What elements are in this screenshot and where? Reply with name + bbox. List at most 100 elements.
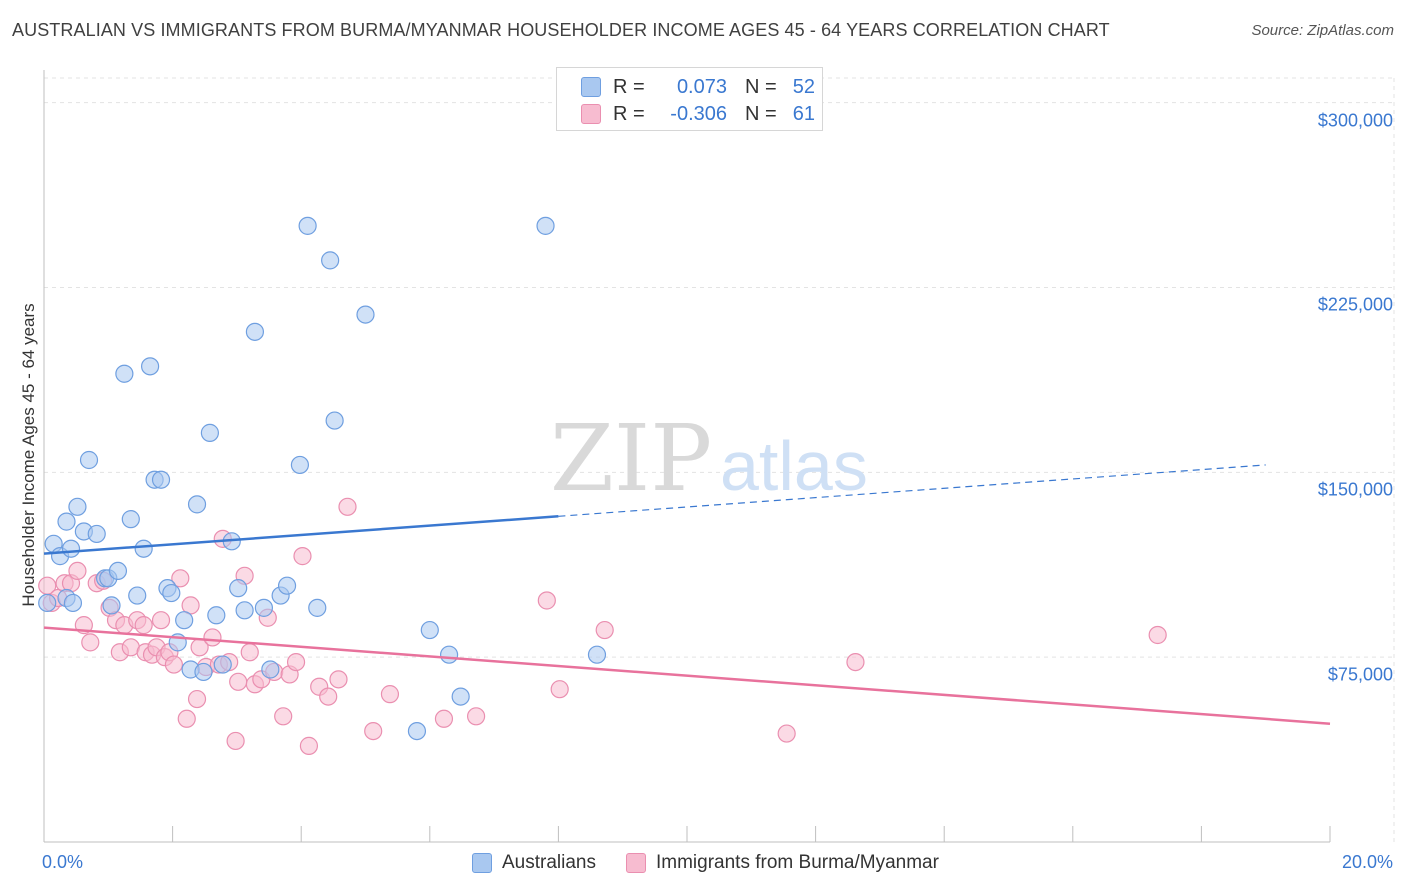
y-tick-label: $225,000 [1317, 294, 1393, 315]
burma-points [38, 497, 1167, 755]
australians-point [128, 586, 147, 605]
axes [43, 70, 1331, 843]
burma-point [187, 689, 207, 709]
burma-point [434, 709, 454, 728]
australians-point [57, 512, 76, 531]
y-tick-label: $300,000 [1317, 110, 1393, 131]
burma-point [164, 655, 183, 674]
watermark-atlas: atlas [720, 427, 868, 505]
burma-point [319, 687, 338, 706]
series-legend: Australians Immigrants from Burma/Myanma… [472, 852, 969, 874]
burma-point [203, 628, 222, 647]
burma-point [329, 670, 348, 689]
legend-item-australians: Australians [472, 852, 596, 874]
burma-point [134, 616, 153, 635]
australians-point [308, 598, 327, 617]
burma-swatch [626, 853, 646, 873]
australians-point [229, 579, 248, 598]
australians-trend-line [43, 515, 559, 555]
n-value: 61 [792, 102, 815, 125]
legend-label-burma: Immigrants from Burma/Myanmar [656, 852, 939, 873]
australians-point [261, 660, 280, 679]
australians-point [536, 216, 555, 235]
australians-point [175, 611, 194, 630]
burma-point [380, 685, 400, 704]
australians-point [151, 470, 171, 489]
legend-row-burma: R = -0.306 N = 61 [581, 101, 815, 127]
australians-point [587, 645, 607, 664]
australians-points [38, 216, 607, 741]
r-value: -0.306 [670, 102, 727, 125]
burma-point [537, 591, 556, 610]
australians-point [213, 655, 232, 674]
australians-point [63, 593, 83, 613]
stats-legend: R = 0.073 N = 52 R = -0.306 N = 61 [556, 67, 823, 131]
burma-point [68, 561, 87, 581]
burma-point [777, 724, 796, 743]
y-tick-label: $75,000 [1327, 664, 1393, 685]
n-value: 52 [792, 75, 815, 98]
trend-lines [43, 464, 1331, 725]
australians-point [200, 423, 219, 442]
burma-point [1148, 625, 1167, 645]
australians-swatch [581, 77, 601, 97]
burma-point [364, 721, 383, 741]
australians-point [277, 576, 297, 595]
n-label: N = [745, 102, 777, 125]
legend-item-burma: Immigrants from Burma/Myanmar [626, 852, 939, 874]
australians-point [420, 620, 439, 640]
australians-point [325, 411, 344, 430]
australians-point [87, 524, 106, 544]
australians-point [356, 305, 375, 324]
australians-point [187, 495, 207, 514]
australians-point [290, 455, 310, 475]
australians-point [115, 364, 134, 383]
burma-trend-line [43, 626, 1331, 725]
burma-point [286, 652, 306, 672]
australians-point [407, 721, 427, 741]
burma-point [550, 680, 569, 699]
australians-point [108, 561, 128, 581]
burma-point [226, 731, 245, 751]
australians-point [439, 645, 459, 664]
burma-point [338, 497, 357, 516]
australians-point [121, 510, 140, 529]
australians-point [162, 583, 181, 603]
australians-point [38, 593, 57, 613]
legend-label-australians: Australians [502, 852, 596, 873]
x-tick-min: 0.0% [42, 852, 84, 872]
australians-point [245, 322, 265, 341]
australians-point [68, 497, 87, 516]
australians-point [321, 251, 340, 270]
burma-point [274, 707, 293, 726]
australians-point [235, 601, 254, 620]
australians-point [298, 216, 317, 235]
australians-point [254, 598, 274, 617]
n-label: N = [745, 75, 777, 98]
australians-swatch [472, 853, 492, 873]
burma-point [293, 547, 312, 566]
australians-point [140, 357, 160, 376]
australians-trend-extension [558, 464, 1266, 517]
australians-point [134, 539, 153, 558]
australians-point [194, 662, 213, 682]
burma-point [81, 633, 100, 652]
y-tick-label: $150,000 [1317, 479, 1393, 500]
x-tick-max: 20.0% [1341, 852, 1393, 872]
r-label: R = [613, 102, 645, 125]
burma-point [595, 620, 614, 640]
australians-point [207, 606, 226, 625]
burma-point [466, 707, 486, 726]
burma-point [240, 643, 259, 662]
r-label: R = [613, 75, 645, 98]
burma-point [177, 709, 196, 728]
burma-point [229, 672, 248, 691]
australians-point [102, 596, 121, 615]
australians-point [451, 687, 470, 706]
chart-title: AUSTRALIAN VS IMMIGRANTS FROM BURMA/MYAN… [12, 20, 1110, 40]
source-label: Source: ZipAtlas.com [1251, 22, 1394, 39]
watermark-zip: ZIP [550, 405, 712, 512]
r-value: 0.073 [676, 75, 727, 98]
australians-point [79, 450, 99, 470]
